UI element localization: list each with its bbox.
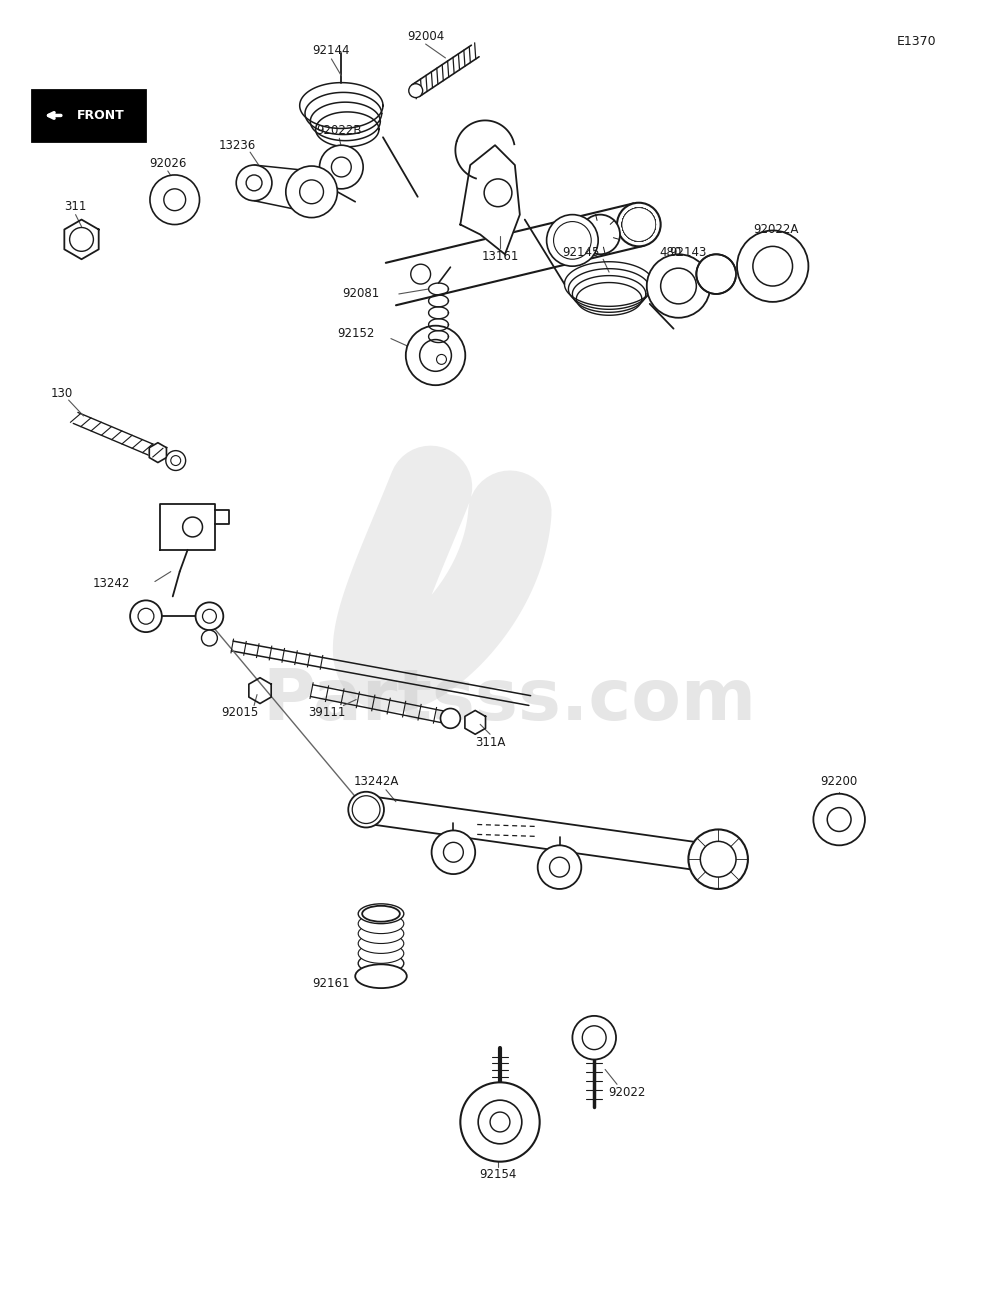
- Ellipse shape: [358, 954, 404, 973]
- Circle shape: [696, 254, 736, 294]
- Polygon shape: [149, 443, 166, 462]
- Text: 92015: 92015: [222, 706, 259, 719]
- Text: 92022B: 92022B: [317, 124, 362, 137]
- Polygon shape: [160, 505, 215, 550]
- Text: 92161: 92161: [313, 977, 350, 990]
- Circle shape: [150, 176, 200, 225]
- Text: E1370: E1370: [897, 35, 936, 48]
- Circle shape: [348, 791, 384, 828]
- Circle shape: [443, 842, 463, 862]
- Circle shape: [411, 265, 431, 284]
- Ellipse shape: [362, 906, 400, 922]
- Circle shape: [409, 84, 423, 98]
- Ellipse shape: [358, 933, 404, 954]
- Circle shape: [582, 1026, 606, 1050]
- Text: 92026: 92026: [149, 156, 186, 169]
- Circle shape: [622, 208, 656, 241]
- Circle shape: [246, 176, 262, 191]
- Text: 92081: 92081: [343, 288, 380, 301]
- Polygon shape: [364, 795, 720, 873]
- Text: 311A: 311A: [475, 736, 505, 749]
- Ellipse shape: [358, 914, 404, 933]
- Circle shape: [202, 630, 217, 646]
- Text: FRONT: FRONT: [76, 108, 124, 121]
- Circle shape: [320, 145, 363, 188]
- Circle shape: [622, 208, 656, 241]
- Circle shape: [440, 709, 460, 728]
- Text: 311: 311: [64, 200, 87, 213]
- Text: 13236: 13236: [219, 138, 256, 152]
- Circle shape: [130, 600, 162, 633]
- Text: 92154: 92154: [479, 1168, 517, 1181]
- Circle shape: [647, 254, 710, 318]
- Circle shape: [737, 231, 808, 302]
- Polygon shape: [249, 678, 271, 704]
- Circle shape: [286, 167, 337, 218]
- Circle shape: [166, 451, 186, 470]
- Polygon shape: [460, 145, 520, 254]
- Text: Partsss.com: Partsss.com: [263, 666, 757, 735]
- Circle shape: [460, 1082, 540, 1162]
- Text: 92143: 92143: [670, 245, 707, 258]
- Text: 130: 130: [51, 386, 73, 400]
- Text: 13161: 13161: [481, 249, 519, 263]
- Text: 13242: 13242: [93, 577, 130, 590]
- Text: 92200: 92200: [821, 776, 858, 789]
- Text: 92004: 92004: [407, 30, 444, 43]
- Circle shape: [617, 203, 661, 247]
- Ellipse shape: [355, 964, 407, 988]
- Circle shape: [406, 325, 465, 385]
- Circle shape: [706, 265, 726, 284]
- Circle shape: [164, 188, 186, 210]
- Circle shape: [203, 609, 216, 624]
- Circle shape: [171, 456, 181, 466]
- Text: 92022A: 92022A: [753, 223, 798, 236]
- Circle shape: [661, 269, 696, 303]
- Circle shape: [432, 830, 475, 874]
- Text: 92144: 92144: [313, 44, 350, 58]
- Circle shape: [547, 214, 598, 266]
- Ellipse shape: [358, 944, 404, 963]
- Circle shape: [753, 247, 793, 287]
- Circle shape: [490, 1112, 510, 1132]
- Ellipse shape: [358, 923, 404, 944]
- Circle shape: [622, 208, 656, 241]
- Circle shape: [688, 829, 748, 889]
- Text: 92145: 92145: [563, 245, 600, 258]
- Text: 92022: 92022: [608, 1086, 646, 1099]
- Circle shape: [236, 165, 272, 200]
- Circle shape: [827, 808, 851, 831]
- Text: 39111: 39111: [308, 706, 345, 719]
- Circle shape: [437, 355, 446, 364]
- Polygon shape: [465, 710, 486, 735]
- Circle shape: [70, 227, 93, 252]
- Circle shape: [622, 208, 656, 241]
- Circle shape: [478, 1100, 522, 1144]
- Circle shape: [813, 794, 865, 846]
- Circle shape: [420, 340, 451, 372]
- Circle shape: [183, 518, 202, 537]
- Circle shape: [622, 208, 656, 241]
- Polygon shape: [64, 219, 99, 259]
- Circle shape: [196, 603, 223, 630]
- FancyBboxPatch shape: [32, 89, 145, 141]
- Circle shape: [622, 208, 656, 241]
- Circle shape: [352, 795, 380, 824]
- Circle shape: [554, 222, 591, 259]
- Text: 13242A: 13242A: [353, 776, 399, 789]
- Circle shape: [331, 158, 351, 177]
- Circle shape: [138, 608, 154, 624]
- Circle shape: [300, 179, 323, 204]
- Text: 480: 480: [659, 245, 682, 258]
- Circle shape: [550, 857, 569, 877]
- Circle shape: [572, 1016, 616, 1060]
- Circle shape: [484, 179, 512, 207]
- Circle shape: [700, 842, 736, 877]
- Circle shape: [622, 208, 656, 241]
- Ellipse shape: [358, 904, 404, 923]
- Circle shape: [538, 846, 581, 889]
- Text: 92152: 92152: [338, 327, 375, 340]
- Circle shape: [622, 208, 656, 241]
- Circle shape: [580, 214, 620, 254]
